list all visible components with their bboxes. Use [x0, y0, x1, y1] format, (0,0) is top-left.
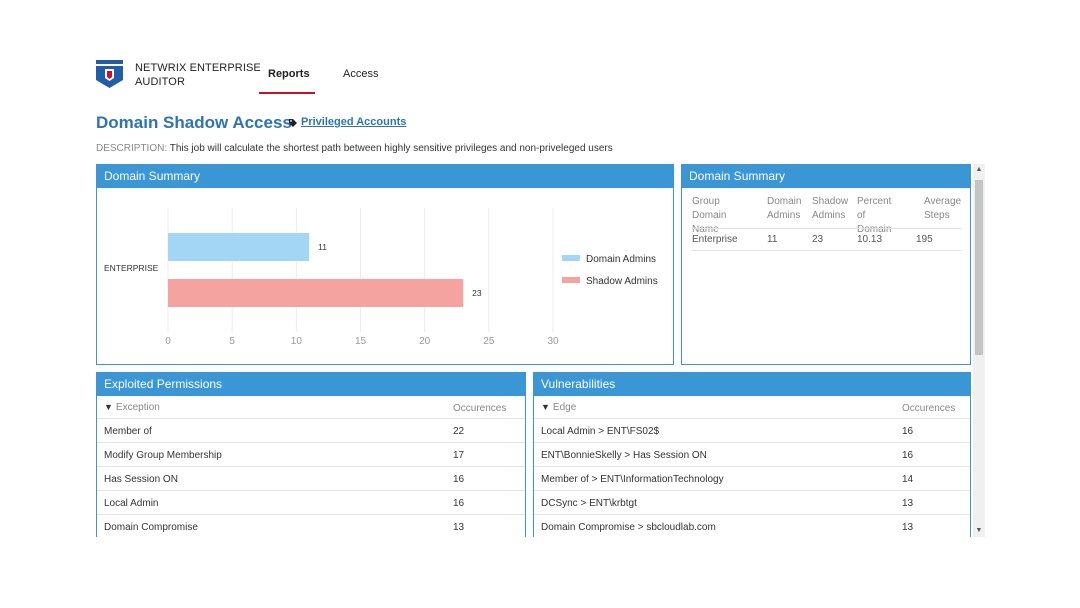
page-scrollbar[interactable]: ▲ ▼ [973, 164, 985, 537]
domain-summary-chart: 0 5 10 15 20 25 30 ENTERPRISE 11 23 Domain Admins S… [104, 208, 658, 347]
column-header-edge[interactable]: ▼ Edge [541, 402, 577, 413]
legend-swatch [562, 255, 580, 261]
list-item[interactable]: DCSync > ENT\krbtgt 13 [534, 490, 970, 514]
privileged-accounts-link[interactable]: Privileged Accounts [301, 116, 407, 128]
legend-label: Shadow Admins [586, 276, 658, 287]
category-label: ENTERPRISE [104, 263, 159, 273]
description-text: This job will calculate the shortest pat… [169, 143, 613, 154]
legend-swatch [562, 277, 580, 283]
list-item[interactable]: Local Admin 16 [97, 490, 525, 514]
panel-title: Vulnerabilities [534, 373, 970, 396]
description-label: DESCRIPTION: [96, 143, 168, 154]
bar-shadow-admins [168, 279, 464, 307]
x-tick-label: 30 [547, 336, 559, 347]
tag-icon [289, 119, 297, 127]
list-item[interactable]: Domain Compromise > sbcloudlab.com 13 [534, 514, 970, 537]
list-item[interactable]: Local Admin > ENT\FS02$ 16 [534, 418, 970, 442]
x-tick-label: 25 [483, 336, 495, 347]
table-cell: Enterprise [692, 234, 738, 245]
tab-reports[interactable]: Reports [268, 68, 310, 80]
scroll-down-icon[interactable]: ▼ [975, 527, 983, 534]
panel-title: Exploited Permissions [97, 373, 525, 396]
page-title: Domain Shadow Access [96, 113, 292, 132]
column-header-occurences[interactable]: Occurences [453, 403, 507, 414]
table-cell: 10.13 [857, 234, 883, 245]
x-tick-label: 10 [291, 336, 303, 347]
column-header[interactable]: Domain Admins [767, 196, 802, 221]
list-item[interactable]: Has Session ON 16 [97, 466, 525, 490]
brand-line-1: NETWRIX ENTERPRISE [135, 62, 261, 74]
x-tick-label: 15 [355, 336, 367, 347]
divider [692, 250, 962, 251]
column-header[interactable]: Percent of Domain [857, 196, 892, 235]
column-header[interactable]: Shadow Admins [812, 196, 849, 221]
list-item[interactable]: Member of > ENT\InformationTechnology 14 [534, 466, 970, 490]
tab-access[interactable]: Access [343, 68, 379, 80]
netwrix-logo-icon [96, 60, 123, 88]
list-item[interactable]: Domain Compromise 13 [97, 514, 525, 537]
x-tick-label: 5 [229, 336, 235, 347]
x-tick-label: 20 [419, 336, 431, 347]
column-header-occurences[interactable]: Occurences [902, 403, 956, 414]
legend-label: Domain Admins [586, 254, 656, 265]
table-cell: 11 [767, 234, 778, 245]
filter-icon[interactable]: ▼ [541, 402, 550, 412]
data-label: 11 [318, 242, 327, 252]
table-cell: 23 [812, 234, 824, 245]
table-cell: 195 [916, 234, 933, 245]
column-header-exception[interactable]: ▼ Exception [104, 402, 160, 413]
list-item[interactable]: ENT\BonnieSkelly > Has Session ON 16 [534, 442, 970, 466]
data-label: 23 [472, 288, 482, 298]
exploited-permissions-panel: Exploited Permissions ▼ Exception Occuren… [96, 372, 526, 537]
brand-line-2: AUDITOR [135, 76, 186, 88]
active-tab-indicator [259, 92, 315, 94]
bar-domain-admins [168, 233, 310, 261]
domain-summary-chart-panel: Domain Summary 0 5 10 15 20 25 30 ENTERPRISE 11 2… [96, 164, 674, 365]
description: DESCRIPTION: This job will calculate the… [96, 143, 613, 154]
panel-title: Domain Summary [97, 165, 673, 188]
divider [692, 228, 962, 229]
domain-summary-table-panel: Domain Summary Group Domain Name Domain Ad… [681, 164, 971, 365]
panel-title: Domain Summary [682, 165, 970, 188]
vulnerabilities-panel: Vulnerabilities ▼ Edge Occurences Local A… [533, 372, 971, 537]
scroll-thumb[interactable] [975, 180, 983, 355]
x-tick-label: 0 [165, 336, 171, 347]
column-header[interactable]: Group Domain Name [692, 196, 727, 235]
list-item[interactable]: Member of 22 [97, 418, 525, 442]
brand-name: NETWRIX ENTERPRISE AUDITOR [135, 61, 261, 89]
column-header[interactable]: Average Steps [924, 196, 962, 221]
filter-icon[interactable]: ▼ [104, 402, 113, 412]
scroll-up-icon[interactable]: ▲ [975, 166, 983, 173]
list-item[interactable]: Modify Group Membership 17 [97, 442, 525, 466]
